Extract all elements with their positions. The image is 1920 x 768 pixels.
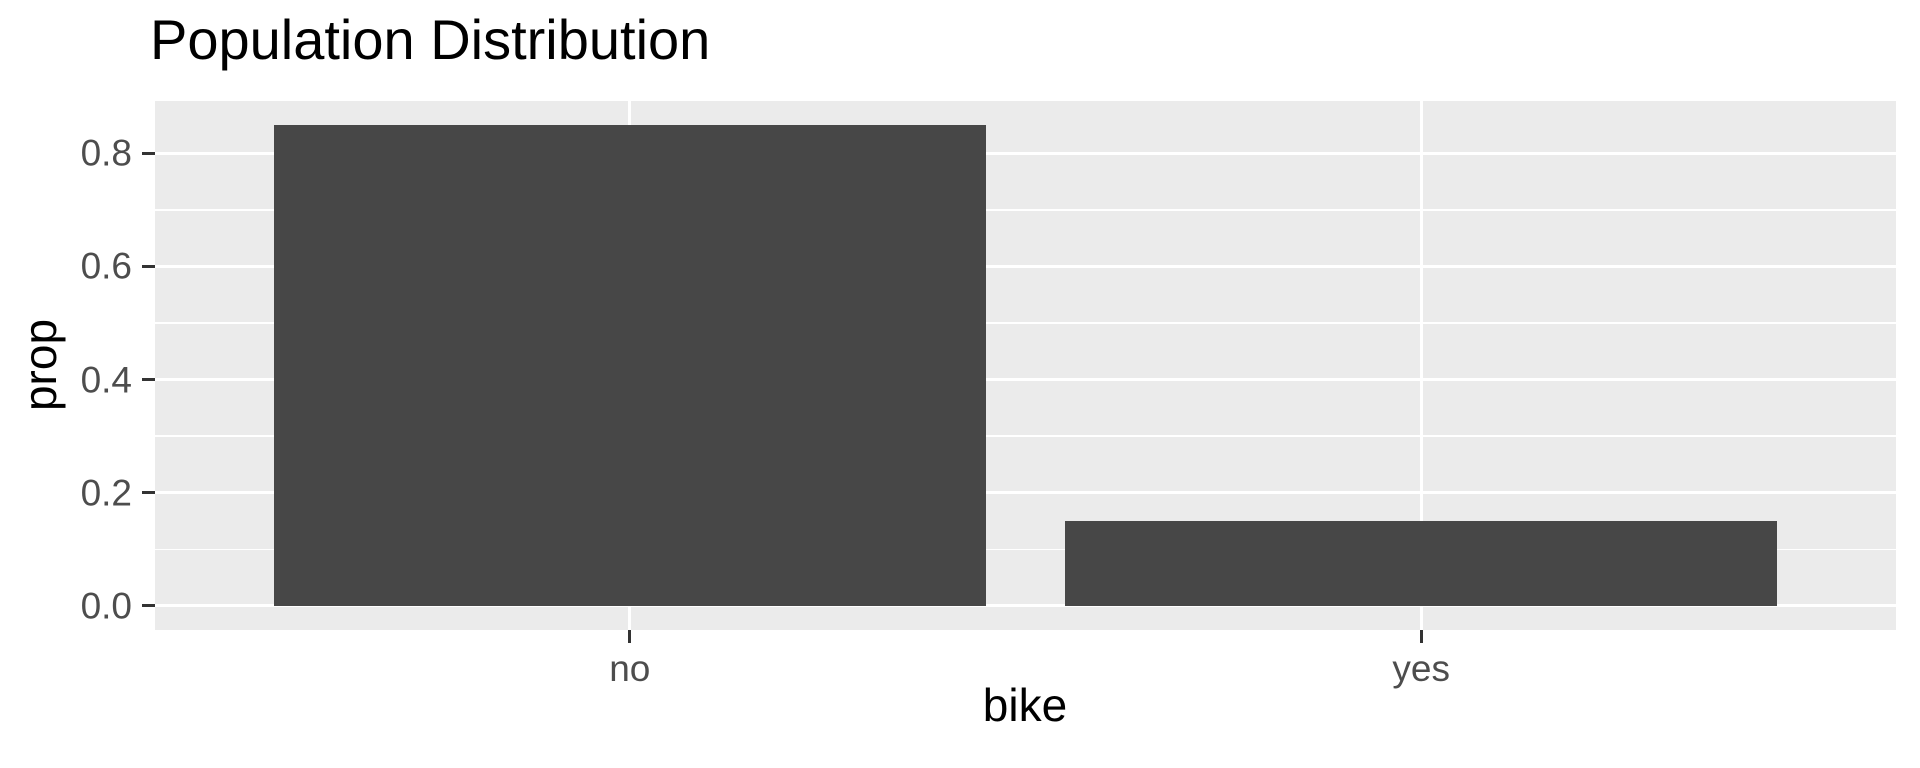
y-gridline-minor xyxy=(155,322,1896,324)
x-tick-label: yes xyxy=(1392,648,1450,689)
y-tick-label: 0.4 xyxy=(80,359,132,401)
x-tick-mark xyxy=(628,630,632,643)
bar-no xyxy=(273,125,986,606)
plot-title: Population Distribution xyxy=(150,8,711,71)
y-gridline-major xyxy=(155,151,1896,155)
y-tick-label: 0.6 xyxy=(80,245,132,287)
y-tick-mark xyxy=(142,264,155,268)
y-gridline-major xyxy=(155,378,1896,382)
y-tick-mark xyxy=(142,151,155,155)
x-axis-title: bike xyxy=(982,679,1068,731)
y-gridline-major xyxy=(155,604,1896,608)
x-tick-label: no xyxy=(609,648,651,689)
y-gridline-major xyxy=(155,491,1896,495)
y-gridline-minor xyxy=(155,548,1896,551)
y-gridline-minor xyxy=(155,209,1896,211)
x-tick-mark xyxy=(1419,630,1423,643)
bar-yes xyxy=(1065,521,1778,606)
y-tick-label: 0.2 xyxy=(80,472,132,514)
y-tick-mark xyxy=(142,378,155,382)
y-tick-label: 0.0 xyxy=(80,585,132,627)
plot-panel xyxy=(155,101,1896,630)
y-gridline-major xyxy=(155,264,1896,268)
y-tick-label: 0.8 xyxy=(80,132,132,174)
x-gridline-major xyxy=(1419,101,1423,630)
y-gridline-minor xyxy=(155,435,1896,438)
y-tick-mark xyxy=(142,491,155,495)
y-tick-mark xyxy=(142,604,155,608)
